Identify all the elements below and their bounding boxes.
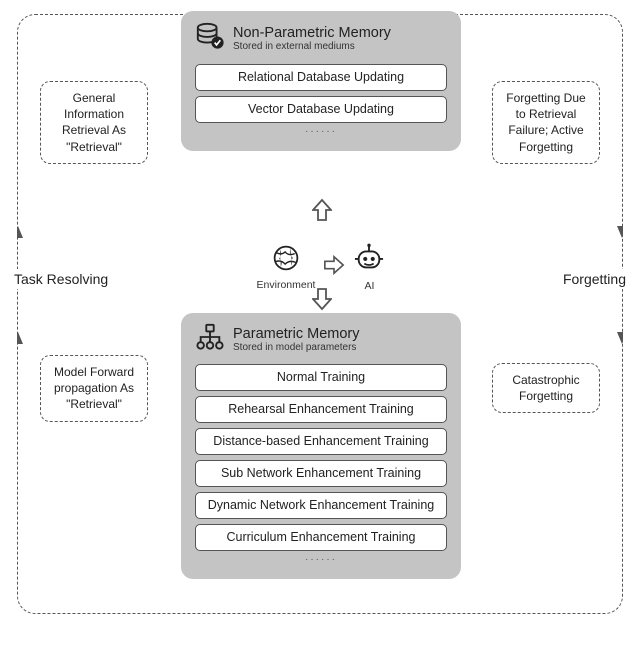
panel-item: Vector Database Updating [195, 96, 447, 123]
ai-block: AI [353, 243, 385, 292]
open-arrow-down-icon [312, 287, 332, 316]
hierarchy-icon [195, 323, 225, 356]
globe-icon [272, 244, 300, 277]
panel-title-block: Parametric Memory Stored in model parame… [233, 326, 360, 353]
panel-item: Distance-based Enhancement Training [195, 428, 447, 455]
panel-item: Curriculum Enhancement Training [195, 524, 447, 551]
parametric-memory-panel: Parametric Memory Stored in model parame… [181, 313, 461, 579]
note-retrieval: General Information Retrieval As "Retrie… [40, 81, 148, 164]
panel-title: Non-Parametric Memory [233, 25, 391, 41]
task-resolving-label: Task Resolving [10, 269, 112, 289]
panel-item: Relational Database Updating [195, 64, 447, 91]
non-parametric-memory-panel: Non-Parametric Memory Stored in external… [181, 11, 461, 151]
open-arrow-right-icon [323, 255, 345, 280]
note-forward-prop: Model Forward propagation As "Retrieval" [40, 355, 148, 422]
panel-header: Non-Parametric Memory Stored in external… [195, 21, 447, 56]
environment-block: Environment [257, 244, 316, 291]
panel-title-block: Non-Parametric Memory Stored in external… [233, 25, 391, 52]
panel-subtitle: Stored in external mediums [233, 41, 391, 52]
database-check-icon [195, 21, 225, 56]
ellipsis: ······ [195, 126, 447, 137]
panel-item: Normal Training [195, 364, 447, 391]
center-row: Environment AI [213, 243, 429, 292]
note-catastrophic: Catastrophic Forgetting [492, 363, 600, 413]
robot-icon [353, 243, 385, 278]
panel-subtitle: Stored in model parameters [233, 342, 360, 353]
note-forgetting-retrieval: Forgetting Due to Retrieval Failure; Act… [492, 81, 600, 164]
panel-item: Sub Network Enhancement Training [195, 460, 447, 487]
open-arrow-up-icon [312, 198, 332, 227]
ellipsis: ······ [195, 554, 447, 565]
diagram-frame: Non-Parametric Memory Stored in external… [17, 14, 623, 614]
ai-label: AI [365, 280, 375, 292]
panel-item: Rehearsal Enhancement Training [195, 396, 447, 423]
panel-title: Parametric Memory [233, 326, 360, 342]
environment-label: Environment [257, 279, 316, 291]
panel-item: Dynamic Network Enhancement Training [195, 492, 447, 519]
forgetting-label: Forgetting [559, 269, 630, 289]
panel-header: Parametric Memory Stored in model parame… [195, 323, 447, 356]
